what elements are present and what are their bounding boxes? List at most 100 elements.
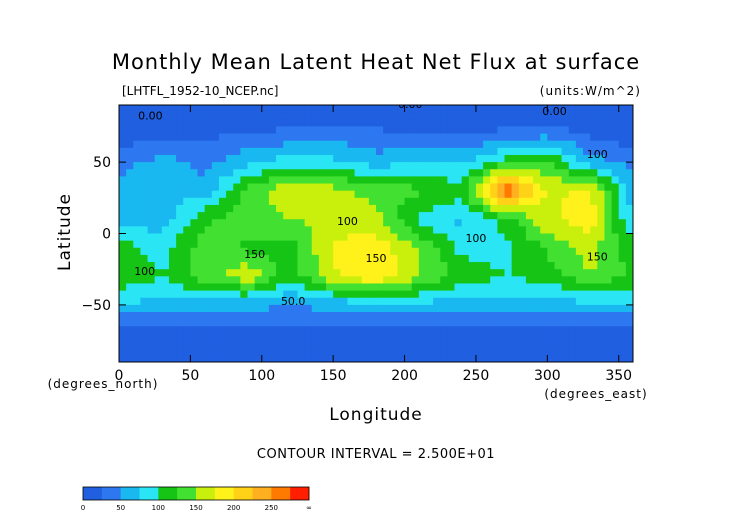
- field-cell: [533, 197, 541, 206]
- field-cell: [390, 126, 399, 135]
- field-cell: [283, 240, 291, 249]
- field-cell: [461, 276, 470, 285]
- field-cell: [154, 226, 163, 235]
- field-cell: [140, 119, 149, 128]
- field-cell: [483, 354, 491, 362]
- field-cell: [168, 326, 177, 335]
- field-cell: [254, 304, 263, 313]
- field-cell: [333, 276, 341, 285]
- field-cell: [540, 169, 548, 177]
- field-cell: [376, 162, 384, 170]
- field-cell: [168, 233, 177, 242]
- field-cell: [240, 112, 249, 120]
- field-cell: [383, 326, 391, 335]
- field-cell: [376, 247, 384, 256]
- field-cell: [447, 269, 456, 277]
- field-cell: [133, 105, 142, 113]
- field-cell: [347, 340, 356, 349]
- field-cell: [490, 262, 498, 270]
- field-cell: [454, 283, 463, 292]
- chart-title: Monthly Mean Latent Heat Net Flux at sur…: [112, 50, 640, 74]
- field-cell: [618, 105, 627, 113]
- field-cell: [226, 312, 234, 320]
- field-cell: [354, 262, 363, 270]
- field-cell: [575, 183, 584, 192]
- field-cell: [597, 126, 606, 135]
- field-cell: [433, 312, 441, 320]
- field-cell: [340, 233, 349, 242]
- field-cell: [147, 304, 156, 313]
- field-cell: [268, 340, 277, 349]
- field-cell: [226, 105, 234, 113]
- field-cell: [368, 269, 377, 277]
- field-cell: [625, 333, 633, 342]
- field-cell: [490, 233, 498, 242]
- field-cell: [226, 133, 234, 142]
- field-cell: [418, 204, 427, 213]
- field-cell: [397, 340, 406, 349]
- field-cell: [397, 269, 406, 277]
- field-cell: [226, 233, 234, 242]
- field-cell: [354, 126, 363, 135]
- field-cell: [233, 297, 241, 306]
- field-cell: [183, 240, 191, 249]
- field-cell: [147, 326, 156, 335]
- field-cell: [418, 247, 427, 256]
- field-cell: [383, 276, 391, 285]
- field-cell: [475, 147, 484, 156]
- field-cell: [354, 197, 363, 206]
- colorbar-swatch: [83, 487, 103, 500]
- field-cell: [504, 169, 513, 177]
- field-cell: [176, 147, 184, 156]
- field-cell: [247, 119, 256, 128]
- field-cell: [597, 219, 606, 227]
- field-cell: [226, 354, 234, 362]
- field-cell: [211, 176, 220, 185]
- field-cell: [326, 304, 334, 313]
- field-cell: [461, 326, 470, 335]
- field-cell: [140, 262, 149, 270]
- field-cell: [568, 147, 577, 156]
- field-cell: [390, 297, 399, 306]
- field-cell: [240, 283, 249, 292]
- field-cell: [461, 333, 470, 342]
- field-cell: [397, 226, 406, 235]
- field-cell: [276, 126, 284, 135]
- field-cell: [561, 126, 570, 135]
- field-cell: [154, 147, 163, 156]
- field-cell: [326, 226, 334, 235]
- field-cell: [268, 190, 277, 199]
- field-cell: [226, 119, 234, 128]
- field-cell: [119, 247, 127, 256]
- field-cell: [597, 204, 606, 213]
- field-cell: [447, 283, 456, 292]
- field-cell: [575, 112, 584, 120]
- field-cell: [575, 347, 584, 356]
- field-cell: [397, 347, 406, 356]
- field-cell: [383, 154, 391, 163]
- field-cell: [233, 262, 241, 270]
- field-cell: [554, 183, 563, 192]
- field-cell: [283, 319, 291, 327]
- field-cell: [318, 119, 327, 128]
- field-cell: [347, 304, 356, 313]
- field-cell: [361, 176, 370, 185]
- field-cell: [376, 169, 384, 177]
- field-cell: [583, 112, 591, 120]
- field-cell: [240, 212, 249, 220]
- field-cell: [468, 105, 477, 113]
- field-cell: [233, 226, 241, 235]
- field-cell: [418, 319, 427, 327]
- field-cell: [261, 340, 270, 349]
- field-cell: [411, 154, 420, 163]
- field-cell: [168, 340, 177, 349]
- field-cell: [597, 190, 606, 199]
- field-cell: [447, 169, 456, 177]
- field-cell: [597, 312, 606, 320]
- field-cell: [461, 304, 470, 313]
- field-cell: [554, 247, 563, 256]
- colorbar-label: 100: [152, 504, 165, 512]
- field-cell: [404, 269, 413, 277]
- field-cell: [483, 112, 491, 120]
- field-cell: [518, 154, 527, 163]
